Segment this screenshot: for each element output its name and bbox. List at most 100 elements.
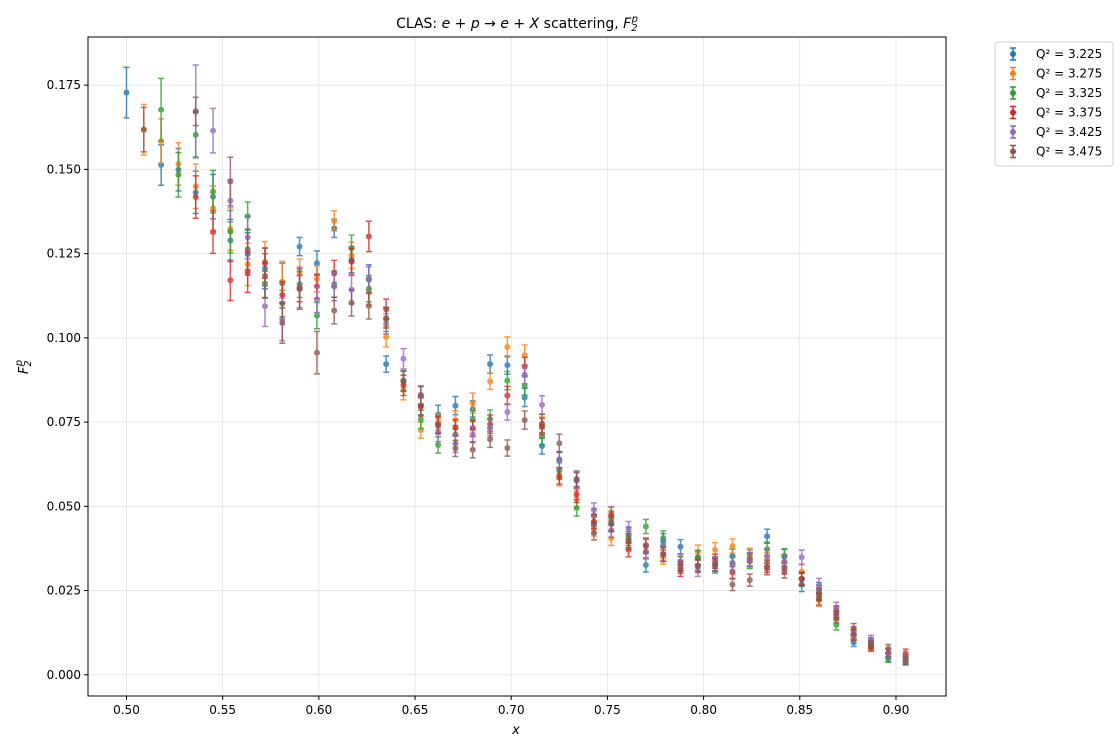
data-point [192, 194, 199, 201]
data-point [642, 561, 649, 568]
data-points [123, 64, 909, 666]
data-point [573, 491, 580, 498]
data-point [729, 543, 736, 550]
data-point [521, 371, 528, 378]
data-point [816, 595, 823, 602]
legend-label: Q² = 3.225 [1036, 47, 1102, 61]
data-point [365, 276, 372, 283]
data-point [140, 126, 147, 133]
x-tick-label: 0.75 [594, 703, 621, 717]
legend-marker [1010, 109, 1016, 116]
data-point [833, 613, 840, 620]
data-point [331, 283, 338, 290]
data-point [712, 546, 719, 553]
data-point [504, 377, 511, 384]
data-point [417, 416, 424, 423]
data-point [677, 564, 684, 571]
data-point [313, 349, 320, 356]
data-point [227, 178, 234, 185]
data-point [348, 299, 355, 306]
data-point [365, 233, 372, 240]
x-tick-label: 0.90 [883, 703, 910, 717]
data-point [694, 563, 701, 570]
data-point [781, 569, 788, 576]
data-point [590, 518, 597, 525]
grid [88, 37, 946, 696]
data-point [487, 361, 494, 368]
data-point [175, 171, 182, 178]
legend-label: Q² = 3.375 [1036, 106, 1102, 120]
data-point [556, 440, 563, 447]
data-point [296, 243, 303, 250]
data-point [764, 533, 771, 540]
data-point [400, 378, 407, 385]
data-point [210, 127, 217, 134]
title-symbol-sup: p [631, 14, 638, 25]
data-point [296, 286, 303, 293]
data-point [556, 457, 563, 464]
x-tick-label: 0.50 [113, 703, 140, 717]
data-point [746, 577, 753, 584]
y-axis-label: F2p [14, 360, 34, 374]
data-point [435, 422, 442, 429]
data-point [383, 314, 390, 321]
data-point [348, 258, 355, 265]
data-point [400, 355, 407, 362]
data-point [556, 472, 563, 479]
data-point [487, 436, 494, 443]
data-point [331, 217, 338, 224]
title-suffix: scattering, [539, 16, 623, 32]
data-point [279, 291, 286, 298]
legend-label: Q² = 3.425 [1036, 125, 1102, 139]
data-point [642, 543, 649, 550]
data-point [158, 106, 165, 113]
legend-marker [1010, 129, 1016, 135]
y-tick-label: 0.100 [47, 331, 81, 345]
legend-label: Q² = 3.275 [1036, 67, 1102, 81]
data-point [677, 543, 684, 550]
series-group [158, 77, 909, 666]
data-point [192, 108, 199, 115]
chart-title: CLAS: e + p → e + X scattering, F2p [396, 14, 638, 34]
y-tick-label: 0.075 [47, 415, 81, 429]
data-point [729, 581, 736, 588]
data-point [660, 550, 667, 557]
data-point [210, 188, 217, 195]
legend: Q² = 3.225 Q² = 3.275 Q² = 3.325 Q² = 3.375… [994, 41, 1114, 167]
data-point [521, 417, 528, 424]
data-point [261, 303, 268, 310]
data-point [504, 392, 511, 399]
data-point [539, 401, 546, 408]
data-point [452, 402, 459, 409]
legend-marker [1010, 70, 1016, 77]
legend-item: Q² = 3.225 [1010, 47, 1102, 61]
data-point [227, 277, 234, 284]
y-label-symbol: F [17, 366, 32, 374]
data-point [469, 431, 476, 438]
legend-item: Q² = 3.275 [1010, 67, 1102, 81]
data-point [365, 302, 372, 309]
y-tick-label: 0.000 [47, 668, 81, 682]
data-point [261, 272, 268, 279]
data-point [521, 352, 528, 359]
legend-item: Q² = 3.325 [1010, 86, 1102, 100]
data-point [313, 260, 320, 267]
data-point [764, 563, 771, 570]
data-point [608, 520, 615, 527]
y-tick-label: 0.025 [47, 584, 81, 598]
x-tick-label: 0.65 [402, 703, 429, 717]
data-point [625, 537, 632, 544]
data-point [902, 657, 909, 664]
data-point [867, 641, 874, 648]
data-point [504, 343, 511, 350]
data-point [590, 529, 597, 536]
data-point [573, 476, 580, 483]
data-point [417, 392, 424, 399]
data-point [469, 446, 476, 453]
x-tick-label: 0.80 [690, 703, 717, 717]
legend-marker [1010, 51, 1016, 57]
x-axis-label: x [511, 723, 520, 738]
y-tick-label: 0.125 [47, 247, 81, 261]
data-point [469, 400, 476, 407]
title-prefix: CLAS: [396, 16, 442, 32]
